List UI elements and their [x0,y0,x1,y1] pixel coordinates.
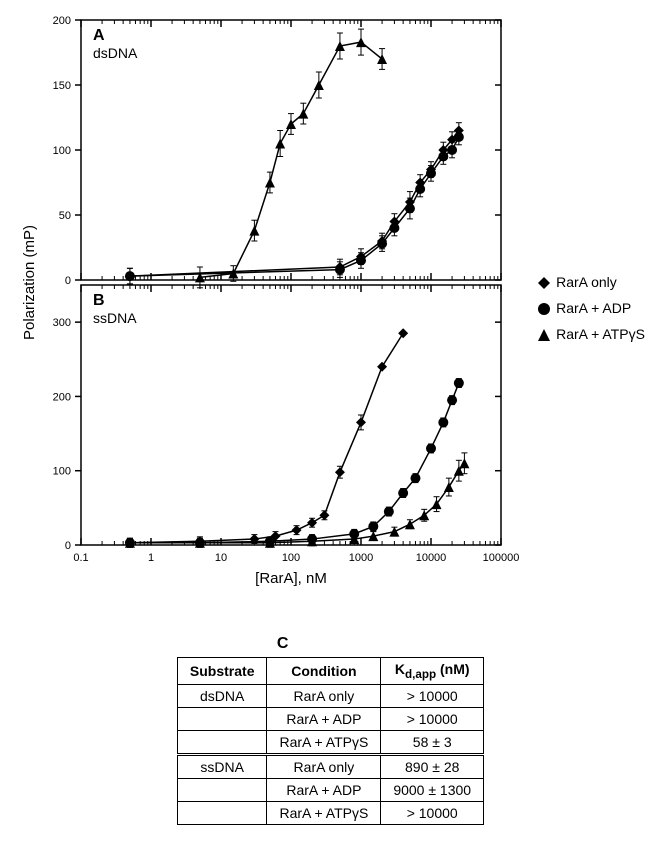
table-cell: > 10000 [381,801,484,824]
svg-text:300: 300 [53,317,71,329]
table-cell: RarA + ADP [267,778,381,801]
svg-text:100: 100 [53,145,71,157]
legend-item: RarA + ATPγS [536,326,645,342]
svg-text:A: A [93,27,105,44]
table-row: dsDNARarA only> 10000 [177,684,483,707]
svg-text:0: 0 [65,275,71,287]
table-cell: > 10000 [381,684,484,707]
table-cell: dsDNA [177,684,267,707]
svg-text:0.1: 0.1 [73,552,88,564]
svg-text:50: 50 [59,210,71,222]
table-cell [177,707,267,730]
kd-table: SubstrateConditionKd,app (nM)dsDNARarA o… [177,657,484,825]
svg-text:200: 200 [53,15,71,27]
svg-text:1000: 1000 [349,552,373,564]
table-cell: 58 ± 3 [381,730,484,754]
legend: RarA only RarA + ADP RarA + ATPγS [536,274,645,352]
table-cell: RarA + ATPγS [267,730,381,754]
svg-text:0: 0 [65,540,71,552]
table-header: Condition [267,658,381,685]
legend-item: RarA only [536,274,645,290]
legend-label: RarA only [556,274,617,290]
table-cell: 9000 ± 1300 [381,778,484,801]
svg-text:10000: 10000 [416,552,447,564]
legend-label: RarA + ADP [556,300,631,316]
svg-text:ssDNA: ssDNA [93,310,137,326]
legend-item: RarA + ADP [536,300,645,316]
table-cell: RarA only [267,684,381,707]
table-panel: C SubstrateConditionKd,app (nM)dsDNARarA… [177,635,484,825]
table-header: Substrate [177,658,267,685]
svg-text:100: 100 [282,552,300,564]
triangle-icon [536,327,550,341]
svg-text:150: 150 [53,80,71,92]
table-cell: ssDNA [177,754,267,778]
figure-container: 0 50 100 150 200 AdsDNA 0 100 200 300 0.1 1 10 100 100… [10,10,651,825]
svg-text:200: 200 [53,391,71,403]
svg-text:[RarA], nM: [RarA], nM [255,570,327,587]
table-cell: RarA only [267,754,381,778]
legend-label: RarA + ATPγS [556,326,645,342]
circle-icon [536,301,550,315]
svg-text:100000: 100000 [483,552,520,564]
table-cell: > 10000 [381,707,484,730]
svg-text:1: 1 [148,552,154,564]
table-row: RarA + ATPγS> 10000 [177,801,483,824]
svg-text:dsDNA: dsDNA [93,45,138,61]
svg-text:Polarization (mP): Polarization (mP) [21,225,38,340]
table-cell [177,778,267,801]
table-row: ssDNARarA only890 ± 28 [177,754,483,778]
table-row: RarA + ADP9000 ± 1300 [177,778,483,801]
table-cell: 890 ± 28 [381,754,484,778]
table-cell [177,730,267,754]
table-cell: RarA + ATPγS [267,801,381,824]
table-row: RarA + ADP> 10000 [177,707,483,730]
table-cell [177,801,267,824]
svg-text:B: B [93,292,105,309]
table-row: RarA + ATPγS58 ± 3 [177,730,483,754]
charts-area: 0 50 100 150 200 AdsDNA 0 100 200 300 0.1 1 10 100 100… [16,10,645,615]
panel-c-letter: C [277,635,289,653]
table-header: Kd,app (nM) [381,658,484,685]
table-cell: RarA + ADP [267,707,381,730]
svg-text:100: 100 [53,466,71,478]
svg-text:10: 10 [215,552,227,564]
chart-svg: 0 50 100 150 200 AdsDNA 0 100 200 300 0.1 1 10 100 100… [16,10,526,610]
diamond-icon [536,275,550,289]
chart-stack: 0 50 100 150 200 AdsDNA 0 100 200 300 0.1 1 10 100 100… [16,10,526,615]
